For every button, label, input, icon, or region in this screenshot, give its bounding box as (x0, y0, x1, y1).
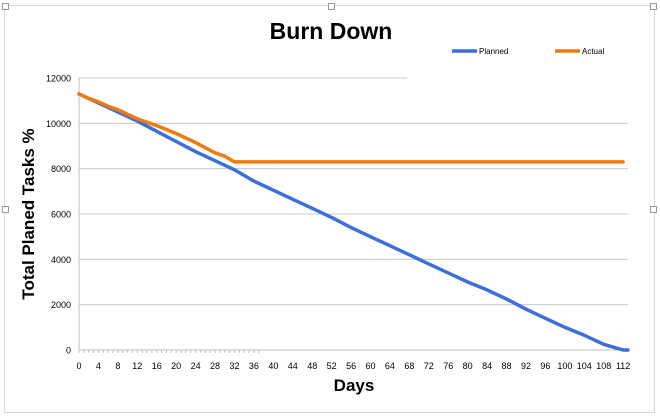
x-tick-label: 32 (229, 361, 239, 371)
x-tick-label: 12 (132, 361, 142, 371)
x-tick-label: 104 (577, 361, 592, 371)
resize-handle-middle-right[interactable] (650, 206, 657, 213)
x-tick-label: 96 (540, 361, 550, 371)
x-tick-label: 108 (596, 361, 611, 371)
gridlines (79, 77, 628, 306)
x-tick-label: 4 (96, 361, 101, 371)
x-tick-label: 44 (288, 361, 298, 371)
resize-handle-top-right[interactable] (650, 3, 657, 10)
x-tick-label: 72 (424, 361, 434, 371)
chart-title: Burn Down (270, 18, 393, 44)
legend: Planned Actual (452, 47, 604, 56)
x-tick-label: 112 (616, 361, 630, 371)
y-tick-label: 0 (66, 346, 71, 356)
y-tick-label: 12000 (46, 74, 71, 84)
x-tick-label: 16 (152, 361, 162, 371)
chart-area[interactable] (2, 3, 657, 413)
y-tick-label: 6000 (51, 210, 71, 220)
x-tick-label: 24 (191, 361, 201, 371)
x-tick-label: 64 (385, 361, 395, 371)
resize-handle-top-left[interactable] (2, 3, 9, 10)
x-tick-label: 68 (404, 361, 414, 371)
series-line-planned (77, 92, 630, 352)
x-tick-label: 20 (171, 361, 181, 371)
x-tick-label: 100 (557, 361, 572, 371)
x-tick-label: 76 (443, 361, 453, 371)
x-tick-label: 8 (115, 361, 120, 371)
x-tick-label: 40 (268, 361, 278, 371)
x-tick-label: 0 (76, 361, 81, 371)
resize-handle-top-center[interactable] (328, 3, 335, 10)
x-tick-label: 48 (307, 361, 317, 371)
x-tick-label: 52 (327, 361, 337, 371)
x-tick-label: 80 (463, 361, 473, 371)
y-axis-label: Total Planed Tasks % (19, 128, 38, 299)
x-tick-label: 56 (346, 361, 356, 371)
x-tick-label: 92 (521, 361, 531, 371)
legend-label-actual: Actual (582, 47, 604, 56)
x-tick-label: 28 (210, 361, 220, 371)
y-tick-label: 8000 (51, 164, 71, 174)
x-tick-label: 84 (482, 361, 492, 371)
series-lines (77, 92, 630, 352)
x-tick-label: 88 (502, 361, 512, 371)
y-tick-label: 2000 (51, 300, 71, 310)
y-tick-label: 4000 (51, 255, 71, 265)
resize-handle-middle-left[interactable] (2, 206, 9, 213)
series-line-actual (77, 92, 625, 164)
x-axis-label: Days (334, 376, 375, 395)
x-tick-label: 36 (249, 361, 259, 371)
y-tick-label: 10000 (46, 119, 71, 129)
legend-label-planned: Planned (479, 47, 508, 56)
x-tick-label: 60 (365, 361, 375, 371)
